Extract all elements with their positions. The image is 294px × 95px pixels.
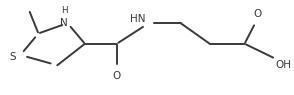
Text: O: O <box>113 71 121 81</box>
Text: S: S <box>10 52 16 62</box>
Text: OH: OH <box>276 60 292 70</box>
Text: H: H <box>61 6 67 15</box>
Text: O: O <box>253 9 262 19</box>
Text: HN: HN <box>130 14 145 24</box>
Text: N: N <box>60 18 68 28</box>
